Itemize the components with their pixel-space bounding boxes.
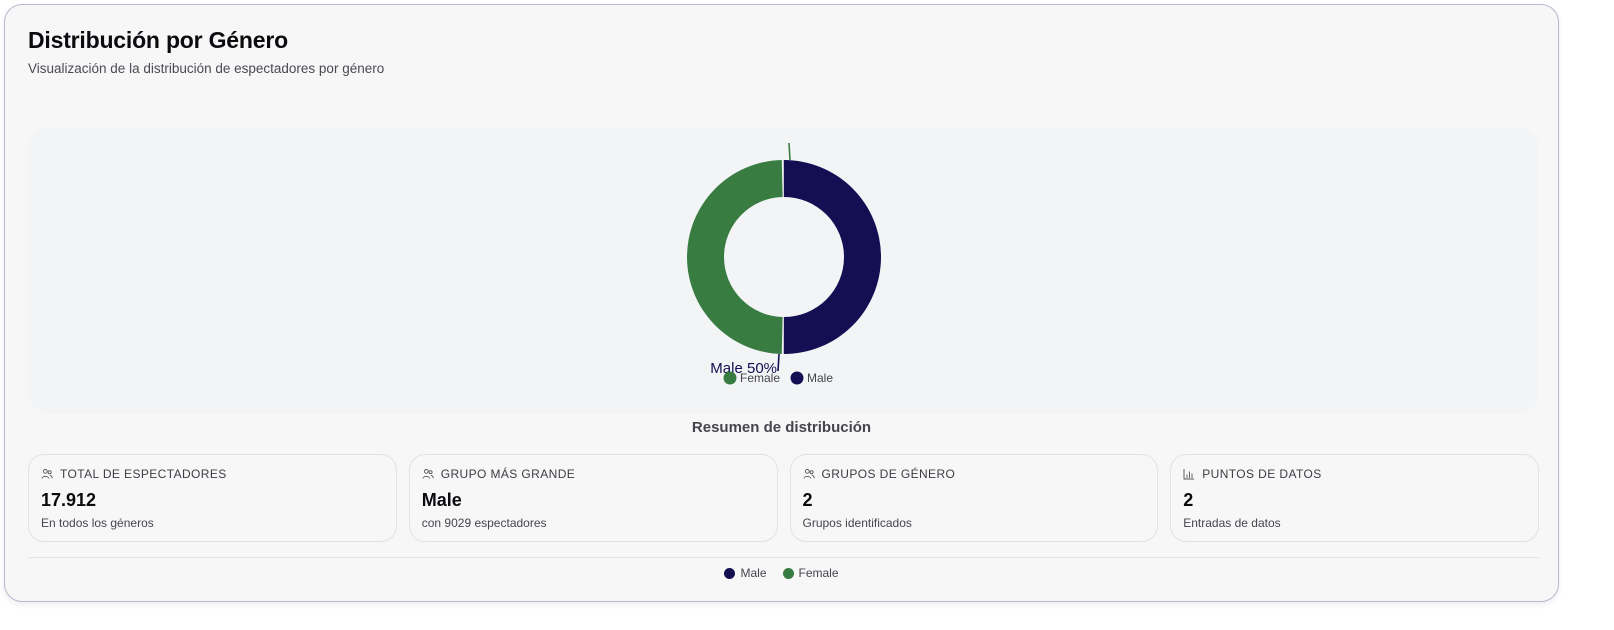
stat-label: GRUPO MÁS GRANDE <box>440 467 576 481</box>
legend-dot-female <box>723 371 737 385</box>
stat-label: TOTAL DE ESPECTADORES <box>60 467 227 481</box>
legend-label: Male <box>740 566 767 580</box>
footer-legend: Male Female <box>5 566 1558 580</box>
legend-label-male[interactable]: Male <box>807 371 833 385</box>
legend-dot-male <box>790 371 804 385</box>
legend-label: Female <box>798 566 839 580</box>
label-leader-male <box>777 353 780 372</box>
stat-card-data-points: PUNTOS DE DATOS 2 Entradas de datos <box>1170 454 1539 542</box>
footer-legend-item-female[interactable]: Female <box>782 566 839 580</box>
stat-card-largest-group: GRUPO MÁS GRANDE Male con 9029 espectado… <box>408 454 778 542</box>
stat-label: GRUPOS DE GÉNERO <box>821 467 956 481</box>
donut-slice-male[interactable] <box>783 160 881 354</box>
donut-chart-panel: Male 50% Female Male <box>28 127 1539 414</box>
stat-description: Entradas de datos <box>1183 516 1281 530</box>
stat-label: PUNTOS DE DATOS <box>1202 467 1322 481</box>
gender-distribution-card: Distribución por Género Visualización de… <box>4 4 1559 602</box>
bar-chart-icon <box>1183 469 1195 480</box>
users-icon <box>41 469 53 479</box>
stat-card-gender-groups: GRUPOS DE GÉNERO 2 Grupos identificados <box>789 454 1159 542</box>
stat-description: Grupos identificados <box>802 516 912 530</box>
page-title: Distribución por Género <box>28 27 288 53</box>
divider <box>28 557 1539 558</box>
summary-stats: TOTAL DE ESPECTADORES 17.912 En todos lo… <box>28 454 1539 542</box>
stat-description: con 9029 espectadores <box>421 516 547 530</box>
stat-value: 17.912 <box>41 490 97 510</box>
chart-legend: Female Male <box>723 371 833 385</box>
stat-description: En todos los géneros <box>41 516 154 530</box>
stat-card-total-viewers: TOTAL DE ESPECTADORES 17.912 En todos lo… <box>28 454 397 542</box>
footer-legend-item-male[interactable]: Male <box>724 566 767 580</box>
donut-slice-female[interactable] <box>686 160 783 354</box>
stat-value: 2 <box>1183 490 1194 510</box>
legend-dot-male <box>724 567 736 579</box>
donut-chart: Male 50% Female Male <box>686 142 881 385</box>
summary-title: Resumen de distribución <box>691 419 872 436</box>
users-icon <box>803 469 815 479</box>
users-icon <box>422 469 434 479</box>
legend-label-female[interactable]: Female <box>740 371 780 385</box>
legend-dot-female <box>782 567 794 579</box>
page-subtitle: Visualización de la distribución de espe… <box>28 61 385 76</box>
label-leader-female <box>788 142 791 161</box>
stat-value: 2 <box>802 490 813 510</box>
stat-value: Male <box>421 490 462 510</box>
